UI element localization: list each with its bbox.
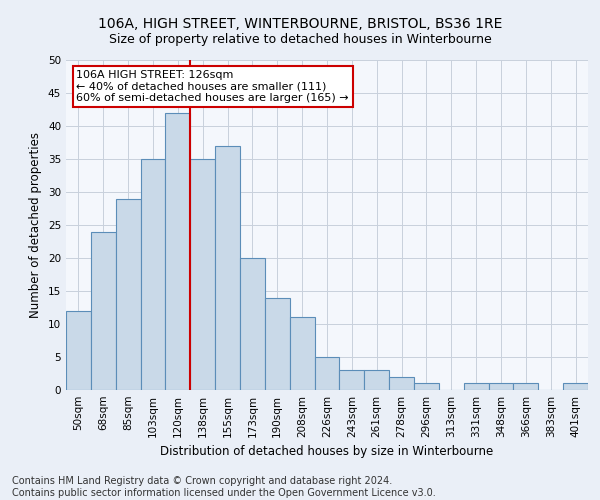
Bar bbox=[66, 311, 91, 390]
Bar bbox=[414, 384, 439, 390]
Bar bbox=[91, 232, 116, 390]
Y-axis label: Number of detached properties: Number of detached properties bbox=[29, 132, 43, 318]
Bar bbox=[240, 258, 265, 390]
Bar bbox=[290, 318, 314, 390]
Bar bbox=[340, 370, 364, 390]
Bar bbox=[314, 357, 340, 390]
Text: Size of property relative to detached houses in Winterbourne: Size of property relative to detached ho… bbox=[109, 32, 491, 46]
Text: Contains HM Land Registry data © Crown copyright and database right 2024.
Contai: Contains HM Land Registry data © Crown c… bbox=[12, 476, 436, 498]
Bar bbox=[464, 384, 488, 390]
X-axis label: Distribution of detached houses by size in Winterbourne: Distribution of detached houses by size … bbox=[160, 446, 494, 458]
Bar bbox=[563, 384, 588, 390]
Bar bbox=[190, 159, 215, 390]
Bar bbox=[364, 370, 389, 390]
Bar bbox=[116, 198, 140, 390]
Bar bbox=[140, 159, 166, 390]
Bar bbox=[514, 384, 538, 390]
Bar bbox=[265, 298, 290, 390]
Bar bbox=[166, 113, 190, 390]
Bar bbox=[215, 146, 240, 390]
Text: 106A, HIGH STREET, WINTERBOURNE, BRISTOL, BS36 1RE: 106A, HIGH STREET, WINTERBOURNE, BRISTOL… bbox=[98, 18, 502, 32]
Bar bbox=[488, 384, 514, 390]
Text: 106A HIGH STREET: 126sqm
← 40% of detached houses are smaller (111)
60% of semi-: 106A HIGH STREET: 126sqm ← 40% of detach… bbox=[76, 70, 349, 103]
Bar bbox=[389, 377, 414, 390]
